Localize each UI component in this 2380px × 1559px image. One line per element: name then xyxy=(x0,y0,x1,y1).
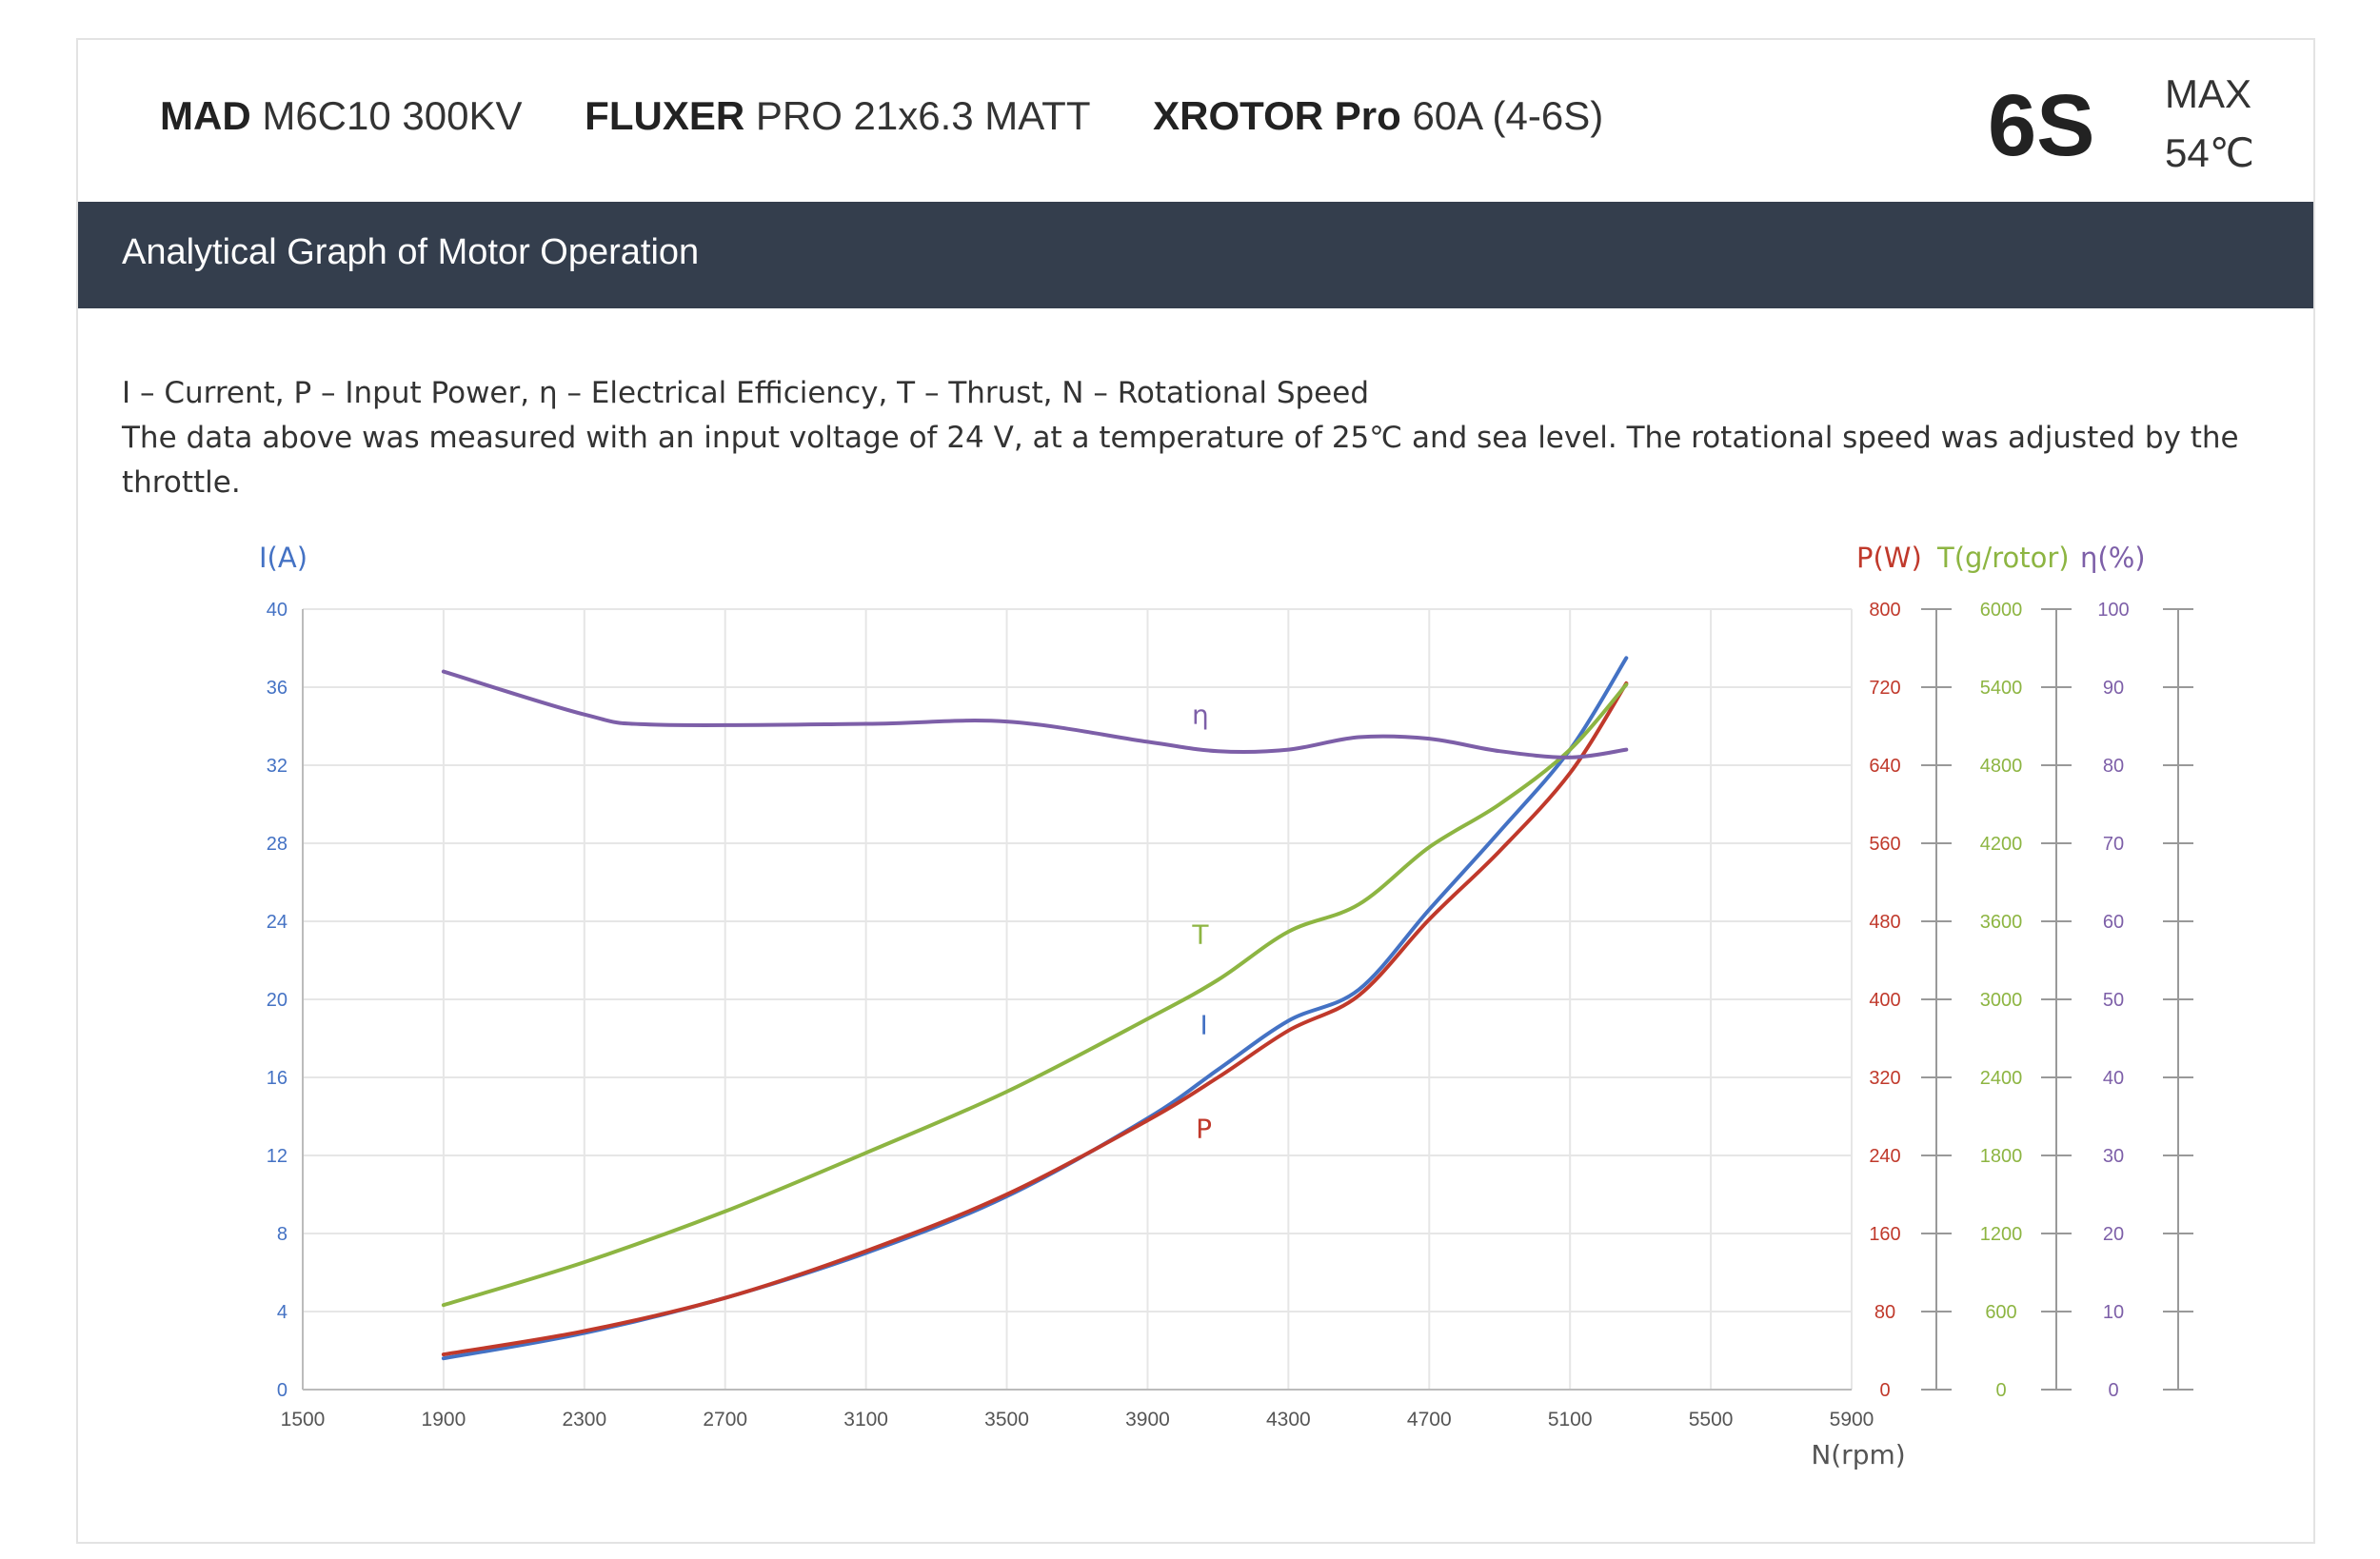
x-tick-label: 2700 xyxy=(703,1409,747,1431)
right-tick-label-t: 3600 xyxy=(1980,912,2023,933)
axis-title-p: P(W) xyxy=(1856,542,1922,574)
max-temperature: MAX 54℃ xyxy=(2165,65,2254,183)
right-tick-label-p: 160 xyxy=(1869,1224,1900,1245)
max-label: MAX xyxy=(2165,71,2252,116)
right-tick-label-p: 80 xyxy=(1874,1302,1895,1323)
x-tick-label: 4300 xyxy=(1266,1409,1311,1431)
right-tick-label-t: 1200 xyxy=(1980,1224,2023,1245)
series-annotation-i: I xyxy=(1200,1010,1207,1041)
y-tick-label-current: 24 xyxy=(267,912,288,933)
series-annotation-p: P xyxy=(1196,1113,1212,1144)
right-tick-label-t: 6000 xyxy=(1980,600,2023,621)
propeller-name: FLUXER PRO 21x6.3 MATT xyxy=(585,93,1090,138)
right-tick-label-eta: 20 xyxy=(2103,1224,2124,1245)
x-tick-label: 5500 xyxy=(1689,1409,1734,1431)
product-lineup: MAD M6C10 300KV FLUXER PRO 21x6.3 MATT X… xyxy=(160,93,1655,139)
x-tick-label: 3900 xyxy=(1125,1409,1170,1431)
x-tick-label: 1500 xyxy=(281,1409,326,1431)
right-tick-label-p: 240 xyxy=(1869,1146,1900,1167)
y-tick-label-current: 36 xyxy=(267,678,288,699)
axis-title-t: T(g/rotor) xyxy=(1936,542,2070,574)
right-tick-label-p: 560 xyxy=(1869,834,1900,855)
motor-spec-card: MAD M6C10 300KV FLUXER PRO 21x6.3 MATT X… xyxy=(76,38,2315,1544)
right-tick-label-p: 640 xyxy=(1869,756,1900,777)
series-line-p xyxy=(441,681,1629,1357)
esc-brand: XROTOR Pro xyxy=(1153,93,1401,138)
right-tick-label-eta: 90 xyxy=(2103,678,2124,699)
series-line-eta xyxy=(441,669,1629,760)
x-tick-label: 5900 xyxy=(1830,1409,1874,1431)
x-tick-label: 3100 xyxy=(843,1409,888,1431)
section-title: Analytical Graph of Motor Operation xyxy=(122,232,700,272)
test-conditions: The data above was measured with an inpu… xyxy=(122,421,2239,500)
x-tick-label: 5100 xyxy=(1548,1409,1593,1431)
card-header: MAD M6C10 300KV FLUXER PRO 21x6.3 MATT X… xyxy=(78,40,2313,202)
y-tick-label-current: 16 xyxy=(267,1068,288,1089)
right-tick-label-eta: 10 xyxy=(2103,1302,2124,1323)
right-tick-label-eta: 60 xyxy=(2103,912,2124,933)
right-tick-label-p: 0 xyxy=(1879,1380,1890,1401)
right-tick-label-t: 1800 xyxy=(1980,1146,2023,1167)
series-annotation-t: T xyxy=(1191,919,1209,951)
right-tick-label-eta: 30 xyxy=(2103,1146,2124,1167)
axis-title-eta: η(%) xyxy=(2080,542,2146,574)
y-axis-title-current: I(A) xyxy=(259,542,307,574)
right-tick-label-p: 800 xyxy=(1869,600,1900,621)
x-tick-label: 1900 xyxy=(422,1409,466,1431)
y-tick-label-current: 28 xyxy=(267,834,288,855)
propeller-model: PRO 21x6.3 MATT xyxy=(755,93,1091,138)
right-tick-label-t: 5400 xyxy=(1980,678,2023,699)
x-tick-label: 3500 xyxy=(984,1409,1029,1431)
right-tick-label-eta: 40 xyxy=(2103,1068,2124,1089)
abbreviation-legend: I – Current, P – Input Power, η – Electr… xyxy=(122,376,1369,410)
right-tick-label-t: 0 xyxy=(1995,1380,2006,1401)
section-banner: Analytical Graph of Motor Operation xyxy=(78,202,2313,308)
y-tick-label-current: 4 xyxy=(277,1302,288,1323)
propeller-brand: FLUXER xyxy=(585,93,745,138)
right-tick-label-t: 4800 xyxy=(1980,756,2023,777)
series-annotation-eta: η xyxy=(1192,700,1209,731)
motor-name: MAD M6C10 300KV xyxy=(160,93,523,138)
right-tick-label-p: 400 xyxy=(1869,990,1900,1011)
right-tick-label-eta: 0 xyxy=(2108,1380,2118,1401)
y-tick-label-current: 32 xyxy=(267,756,288,777)
right-tick-label-eta: 100 xyxy=(2097,600,2129,621)
x-tick-label: 4700 xyxy=(1407,1409,1452,1431)
esc-model: 60A (4-6S) xyxy=(1412,93,1604,138)
right-tick-label-p: 720 xyxy=(1869,678,1900,699)
right-tick-label-eta: 80 xyxy=(2103,756,2124,777)
right-tick-label-t: 2400 xyxy=(1980,1068,2023,1089)
right-tick-label-eta: 70 xyxy=(2103,834,2124,855)
series-line-t xyxy=(441,682,1629,1308)
x-tick-label: 2300 xyxy=(562,1409,606,1431)
series-line-i xyxy=(441,656,1629,1361)
esc-name: XROTOR Pro 60A (4-6S) xyxy=(1153,93,1603,138)
right-tick-label-eta: 50 xyxy=(2103,990,2124,1011)
right-tick-label-t: 3000 xyxy=(1980,990,2023,1011)
y-tick-label-current: 0 xyxy=(277,1380,288,1401)
right-tick-label-t: 4200 xyxy=(1980,834,2023,855)
x-axis-title: N(rpm) xyxy=(1811,1439,1905,1470)
motor-brand: MAD xyxy=(160,93,251,138)
y-tick-label-current: 40 xyxy=(267,600,288,621)
y-tick-label-current: 12 xyxy=(267,1146,288,1167)
y-tick-label-current: 20 xyxy=(267,990,288,1011)
cell-count-badge: 6S xyxy=(1988,77,2095,174)
right-tick-label-p: 320 xyxy=(1869,1068,1900,1089)
right-tick-label-t: 600 xyxy=(1985,1302,2016,1323)
y-tick-label-current: 8 xyxy=(277,1224,288,1245)
max-temp-value: 54℃ xyxy=(2165,130,2254,175)
chart-notes: I – Current, P – Input Power, η – Electr… xyxy=(122,371,2313,505)
motor-model: M6C10 300KV xyxy=(262,93,523,138)
right-tick-label-p: 480 xyxy=(1869,912,1900,933)
